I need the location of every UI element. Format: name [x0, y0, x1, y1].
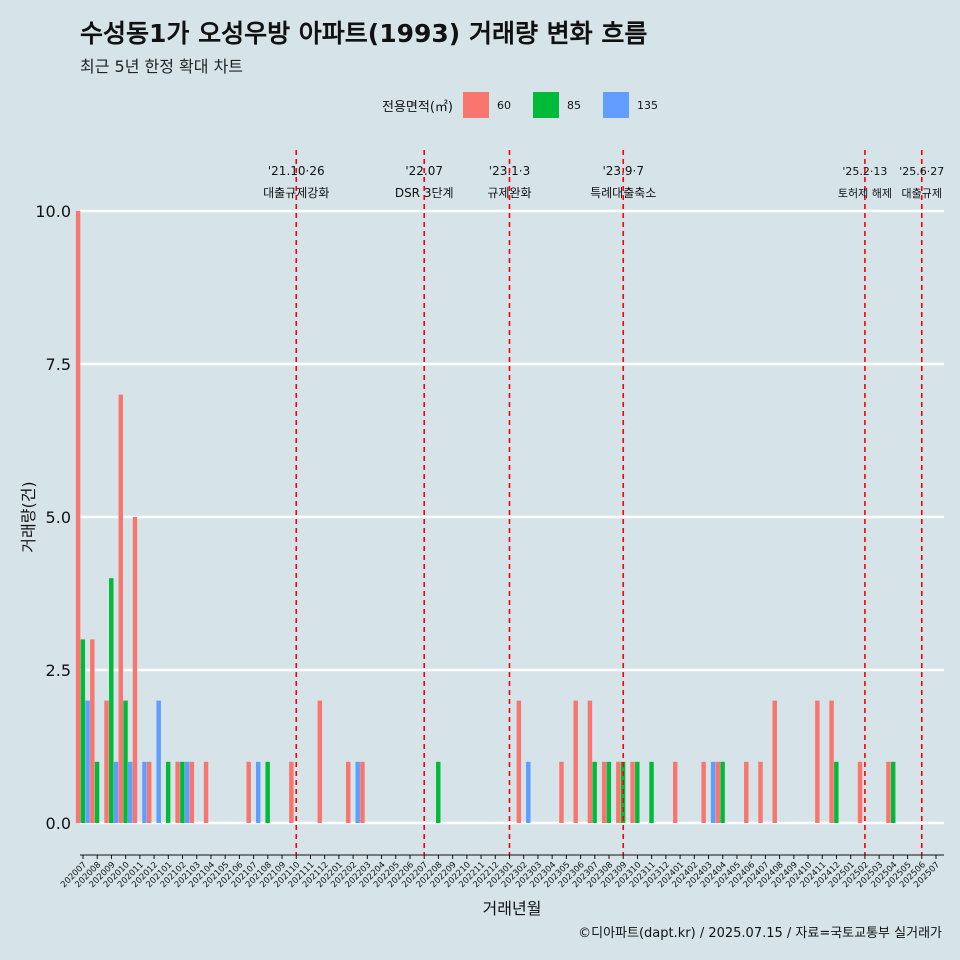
bar-60-202309	[616, 761, 621, 823]
bar-135-202007	[85, 700, 90, 823]
bar-60-202011	[132, 517, 138, 823]
bar-135-202010	[128, 761, 133, 823]
bar-85-202010	[123, 700, 128, 823]
x-axis-title: 거래년월	[483, 899, 542, 918]
event-label: 대출규제강화	[263, 186, 329, 200]
bar-85-202311	[649, 761, 654, 823]
y-tick-label: 0.0	[46, 814, 71, 833]
bar-60-202404	[715, 761, 721, 823]
event-label: 토허제 해제	[838, 186, 892, 200]
bar-85-202007	[80, 639, 86, 823]
bar-60-202412	[829, 700, 834, 823]
bar-60-202305	[559, 761, 564, 823]
bar-135-202012	[156, 700, 161, 823]
source-caption: ©디아파트(dapt.kr) / 2025.07.15 / 자료=국토교통부 실…	[578, 926, 942, 941]
y-tick-label: 7.5	[46, 355, 71, 374]
bar-60-202407	[758, 761, 763, 823]
chart-title: 수성동1가 오성우방 아파트(1993) 거래량 변화 흐름	[80, 19, 648, 48]
bar-60-202307	[587, 700, 593, 823]
bar-60-202009	[104, 700, 109, 823]
legend-label-60: 60	[496, 98, 511, 112]
bar-135-202202	[355, 761, 360, 823]
bar-60-202110	[289, 761, 294, 823]
y-tick-label: 10.0	[35, 202, 71, 221]
bar-60-202403	[701, 761, 706, 823]
bar-85-202102	[180, 761, 185, 823]
bar-60-202406	[744, 761, 749, 823]
event-label: DSR 3단계	[395, 186, 454, 200]
bar-85-202504	[890, 761, 896, 823]
bar-60-202203	[360, 761, 365, 823]
legend: 전용면적(㎡) 60 85 135	[382, 92, 680, 118]
y-axis-title: 거래량(건)	[19, 481, 38, 552]
bar-60-202408	[772, 700, 777, 823]
bar-85-202308	[606, 761, 612, 823]
bar-85-202108	[265, 761, 270, 823]
event-date: '25.2·13	[842, 165, 887, 178]
bar-85-202307	[592, 761, 597, 823]
y-tick-label: 5.0	[46, 508, 71, 527]
bar-60-202107	[246, 761, 251, 823]
bar-135-202102	[184, 761, 190, 823]
bar-60-202104	[203, 761, 209, 823]
y-tick-label: 2.5	[46, 661, 71, 680]
legend-key-85	[532, 92, 559, 118]
bar-60-202008	[90, 639, 95, 823]
bar-135-202011	[142, 761, 147, 823]
bar-60-202401	[672, 761, 678, 823]
bar-85-202208	[436, 761, 441, 823]
event-date: '21.10·26	[268, 164, 325, 178]
bar-60-202308	[601, 761, 607, 823]
legend-label-85: 85	[566, 98, 581, 112]
bar-135-202403	[710, 761, 716, 823]
legend-label-135: 135	[636, 98, 658, 112]
bar-135-202009	[113, 761, 119, 823]
bar-135-202302	[526, 761, 531, 823]
bar-60-202112	[317, 700, 323, 823]
event-date: '23.9·7	[602, 164, 643, 178]
legend-key-135	[602, 92, 629, 118]
bar-60-202103	[189, 761, 195, 823]
event-date: '25.6·27	[899, 165, 944, 178]
bar-60-202012	[146, 761, 152, 823]
bar-85-202310	[635, 761, 640, 823]
bar-85-202008	[94, 761, 100, 823]
bar-85-202404	[720, 761, 725, 823]
legend-title: 전용면적(㎡)	[382, 99, 453, 115]
chart-subtitle: 최근 5년 한정 확대 차트	[80, 57, 244, 76]
bar-60-202102	[175, 761, 180, 823]
bar-60-202007	[75, 211, 81, 823]
event-date: '23.1·3	[489, 164, 530, 178]
bar-60-202504	[886, 761, 891, 823]
event-label: 특례대출축소	[590, 186, 656, 200]
event-label: 대출규제	[902, 187, 942, 200]
bar-85-202412	[834, 761, 839, 823]
legend-key-60	[462, 92, 489, 118]
bar-60-202010	[118, 394, 123, 823]
bar-60-202302	[516, 700, 522, 823]
bar-60-202310	[630, 761, 635, 823]
event-date: '22.07	[405, 164, 443, 178]
bar-60-202202	[346, 761, 351, 823]
bar-135-202107	[255, 761, 261, 823]
bar-60-202502	[857, 761, 863, 823]
bar-85-202009	[109, 578, 114, 823]
bar-60-202411	[815, 700, 820, 823]
bar-85-202101	[165, 761, 171, 823]
bar-60-202306	[573, 700, 578, 823]
event-label: 규제완화	[487, 186, 531, 200]
